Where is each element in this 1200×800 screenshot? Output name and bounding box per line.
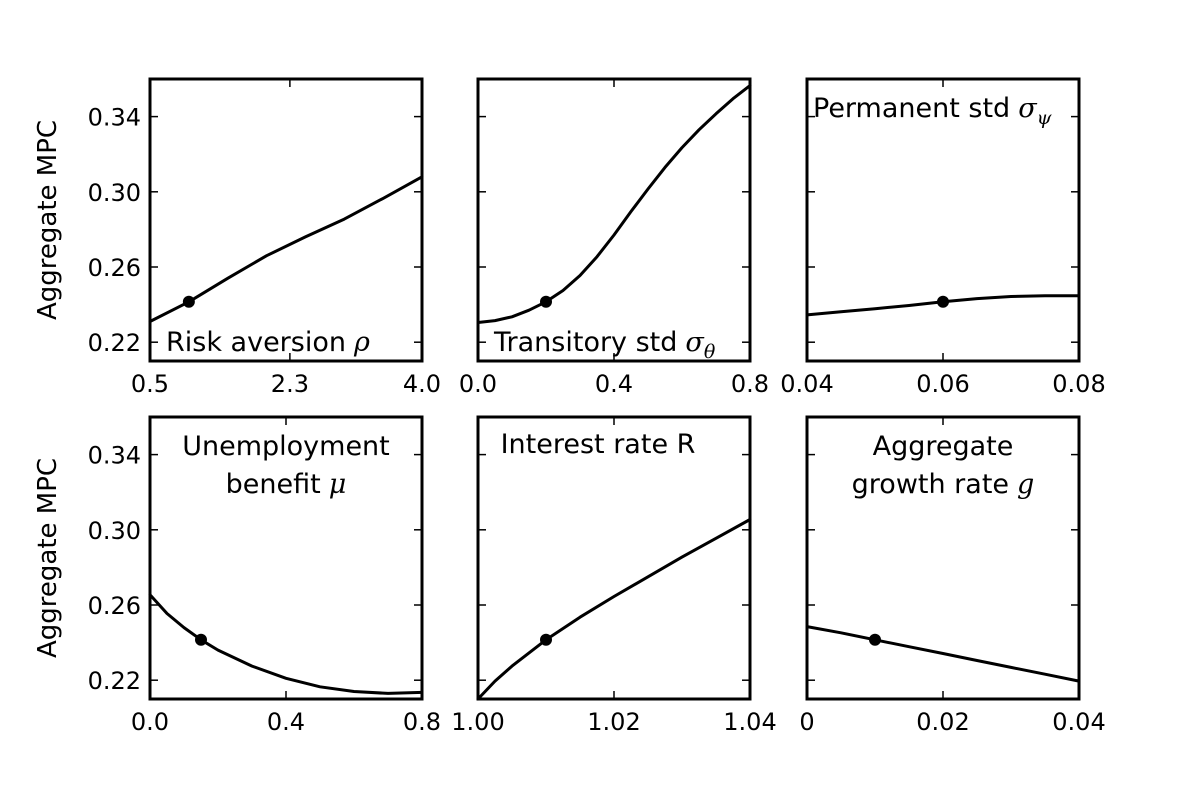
x-tick-label: 4.0 <box>403 370 441 398</box>
x-tick-label: 0.8 <box>403 708 441 736</box>
y-tick-label: 0.22 <box>88 329 141 357</box>
panel-title-text: Transitory std <box>493 327 677 358</box>
plot-frame <box>148 77 424 363</box>
panel-title-line2: growth rate g <box>852 469 1035 500</box>
panel-title-symbol: g <box>1017 469 1034 500</box>
baseline-marker <box>869 633 881 646</box>
panel-title-text-2: benefit <box>226 469 321 500</box>
x-tick-label: 1.04 <box>723 708 776 736</box>
x-tick-label: 0.04 <box>780 370 833 398</box>
panel-title-text: Aggregate <box>873 431 1014 462</box>
panel-title-symbol: σ <box>1018 93 1038 124</box>
baseline-marker <box>937 295 949 308</box>
x-tick-label: 0.8 <box>731 370 769 398</box>
panel-title: Risk aversion ρ <box>166 327 370 358</box>
baseline-marker <box>540 295 552 308</box>
panel-title-symbol: ρ <box>353 327 370 358</box>
panel-6: 0 0.02 0.04 Aggregate growth rate g <box>799 415 1106 736</box>
x-tick-label: 0.5 <box>131 370 169 398</box>
plot-frame <box>805 77 1081 363</box>
x-tick-label: 0 <box>799 708 814 736</box>
panel-2: 0.0 0.4 0.8 Transitory std σθ <box>459 77 769 398</box>
panel-title: Unemployment <box>182 431 390 462</box>
mpc-curve <box>148 593 424 695</box>
baseline-marker <box>182 295 195 308</box>
y-tick-label: 0.30 <box>88 517 141 545</box>
mpc-curve <box>148 175 424 323</box>
panel-title-text: Risk aversion <box>166 327 346 358</box>
x-tick-label: 1.00 <box>451 708 504 736</box>
plot-frame <box>805 415 1081 701</box>
x-tick-label: 0.02 <box>916 708 969 736</box>
x-tick-label: 0.0 <box>131 708 169 736</box>
mpc-curve <box>476 518 752 701</box>
plot-frame <box>148 415 424 701</box>
baseline-marker <box>540 633 552 646</box>
panel-title-text: Permanent std <box>813 93 1010 124</box>
panel-title-line2: benefit μ <box>226 469 347 500</box>
y-tick-label: 0.26 <box>88 254 141 282</box>
panel-5: 1.00 1.02 1.04 Interest rate R <box>451 415 777 736</box>
panel-4: 0.0 0.4 0.8 0.22 0.26 0.30 0.34 Aggregate MPC Un… <box>33 415 441 736</box>
panel-title: Permanent std σψ <box>813 93 1053 129</box>
x-tick-label: 0.06 <box>916 370 969 398</box>
panel-title: Transitory std σθ <box>493 327 716 363</box>
plot-frame <box>476 415 752 701</box>
x-tick-label: 0.04 <box>1052 708 1105 736</box>
panel-title: Interest rate R <box>501 429 696 460</box>
x-tick-label: 0.08 <box>1052 370 1105 398</box>
x-tick-label: 0.0 <box>459 370 497 398</box>
x-tick-label: 1.02 <box>587 708 640 736</box>
plot-frame <box>476 77 752 363</box>
x-tick-label: 0.4 <box>267 708 305 736</box>
x-tick-label: 0.4 <box>595 370 633 398</box>
panel-1: 0.5 2.3 4.0 0.22 0.26 0.30 0.34 Aggregate MPC Ri… <box>33 77 441 398</box>
y-tick-label: 0.26 <box>88 592 141 620</box>
y-tick-label: 0.34 <box>88 104 141 132</box>
mpc-curve <box>805 625 1081 683</box>
y-tick-label: 0.22 <box>88 667 141 695</box>
panel-title-text: Unemployment <box>182 431 390 462</box>
x-tick-label: 2.3 <box>271 370 309 398</box>
panel-3: 0.04 0.06 0.08 Permanent std σψ <box>780 77 1106 398</box>
panel-title-subscript: ψ <box>1037 107 1053 129</box>
mpc-curve <box>476 84 752 324</box>
y-tick-label: 0.30 <box>88 179 141 207</box>
panel-title: Aggregate <box>873 431 1014 462</box>
panel-title-text-2: growth rate <box>852 469 1009 500</box>
y-axis-label: Aggregate MPC <box>33 120 63 320</box>
panel-title-symbol: σ <box>685 327 705 358</box>
y-axis-label: Aggregate MPC <box>33 458 63 658</box>
panel-title-subscript: θ <box>704 341 716 363</box>
y-tick-label: 0.34 <box>88 442 141 470</box>
panel-title-symbol: μ <box>329 469 347 500</box>
baseline-marker <box>195 633 207 646</box>
panel-title-text: Interest rate R <box>501 429 696 460</box>
